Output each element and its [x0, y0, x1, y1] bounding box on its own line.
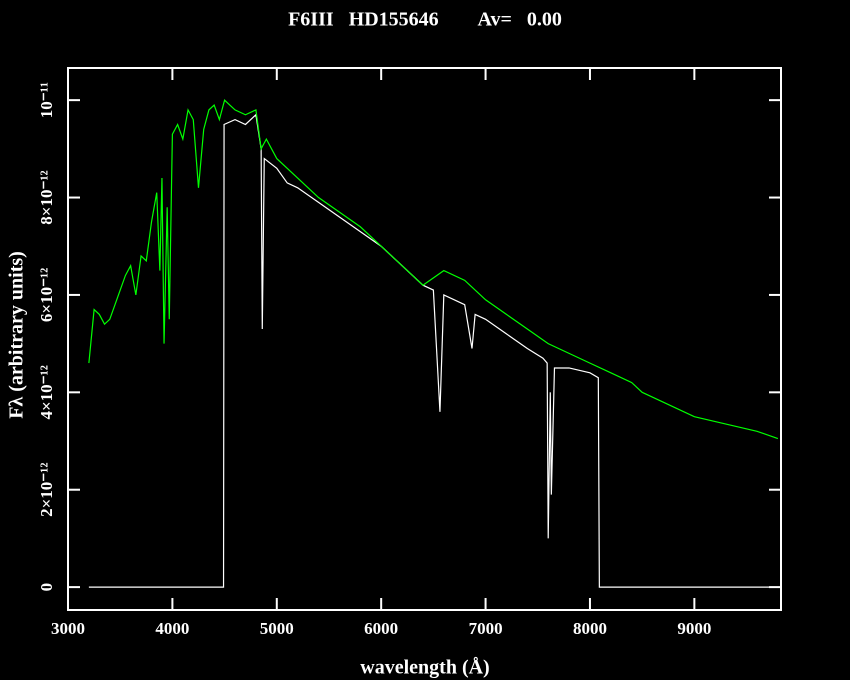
- chart-title: F6III HD155646 Av= 0.00: [288, 9, 562, 31]
- spectrum-line: [88, 99, 779, 440]
- x-tick-label: 4000: [155, 619, 189, 638]
- spectrum-line: [88, 113, 778, 588]
- y-tick-label: 6×10⁻¹²: [37, 268, 56, 322]
- x-tick-label: 3000: [51, 619, 85, 638]
- y-tick-label: 2×10⁻¹²: [37, 463, 56, 517]
- plot-frame: [67, 67, 782, 611]
- x-axis-label: wavelength (Å): [360, 656, 489, 679]
- y-tick-label: 10⁻¹¹: [37, 82, 56, 118]
- y-tick-label: 4×10⁻¹²: [37, 365, 56, 419]
- y-axis-label: Fλ (arbitrary units): [6, 251, 28, 419]
- y-tick-label: 0: [37, 583, 56, 592]
- x-tick-label: 7000: [469, 619, 503, 638]
- y-tick-label: 8×10⁻¹²: [37, 170, 56, 224]
- x-tick-label: 9000: [677, 619, 711, 638]
- x-tick-label: 6000: [364, 619, 398, 638]
- x-tick-label: 5000: [260, 619, 294, 638]
- x-tick-label: 8000: [573, 619, 607, 638]
